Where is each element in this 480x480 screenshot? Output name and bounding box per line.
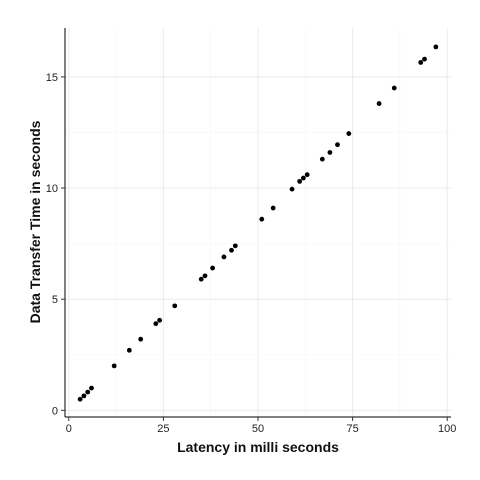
data-point xyxy=(297,178,303,184)
data-point xyxy=(126,347,132,353)
data-point xyxy=(376,101,382,106)
data-point xyxy=(138,336,144,342)
data-point xyxy=(289,186,295,192)
data-point xyxy=(391,85,397,91)
y-tick-label: 0 xyxy=(52,405,58,417)
data-point xyxy=(433,44,439,50)
data-point xyxy=(327,150,333,155)
data-point xyxy=(198,276,204,282)
data-point xyxy=(111,363,117,369)
data-point xyxy=(304,172,310,178)
data-point xyxy=(77,396,83,402)
x-tick-label: 25 xyxy=(157,423,169,435)
data-point xyxy=(319,156,325,162)
data-point xyxy=(172,303,178,309)
data-point xyxy=(202,273,208,279)
data-point xyxy=(89,385,94,391)
data-point xyxy=(81,393,87,399)
x-tick-label: 100 xyxy=(438,423,456,435)
data-point xyxy=(85,389,91,395)
grid-lines xyxy=(65,28,451,417)
data-point xyxy=(259,216,265,222)
y-tick-label: 15 xyxy=(46,72,58,84)
x-tick-label: 0 xyxy=(66,423,72,435)
x-tick-label: 50 xyxy=(252,423,264,435)
data-point xyxy=(157,317,163,323)
data-point xyxy=(232,243,238,249)
x-axis-title: Latency in milli seconds xyxy=(177,439,339,455)
data-point xyxy=(422,56,427,62)
data-point xyxy=(418,60,424,65)
data-point xyxy=(229,247,234,253)
data-point xyxy=(153,321,159,327)
data-point xyxy=(221,254,227,260)
y-tick-label: 10 xyxy=(46,183,58,195)
data-point xyxy=(210,265,215,271)
x-ticks: 0 25 50 75 100 xyxy=(66,417,456,435)
x-tick-label: 75 xyxy=(346,423,358,435)
y-axis-title: Data Transfer Time in seconds xyxy=(27,120,43,323)
data-point xyxy=(301,175,306,181)
data-point xyxy=(335,142,340,148)
y-tick-label: 5 xyxy=(52,294,58,306)
data-point xyxy=(346,131,352,136)
y-ticks: 0 5 10 15 xyxy=(46,72,65,417)
data-point xyxy=(270,205,276,211)
data-points xyxy=(77,44,439,402)
